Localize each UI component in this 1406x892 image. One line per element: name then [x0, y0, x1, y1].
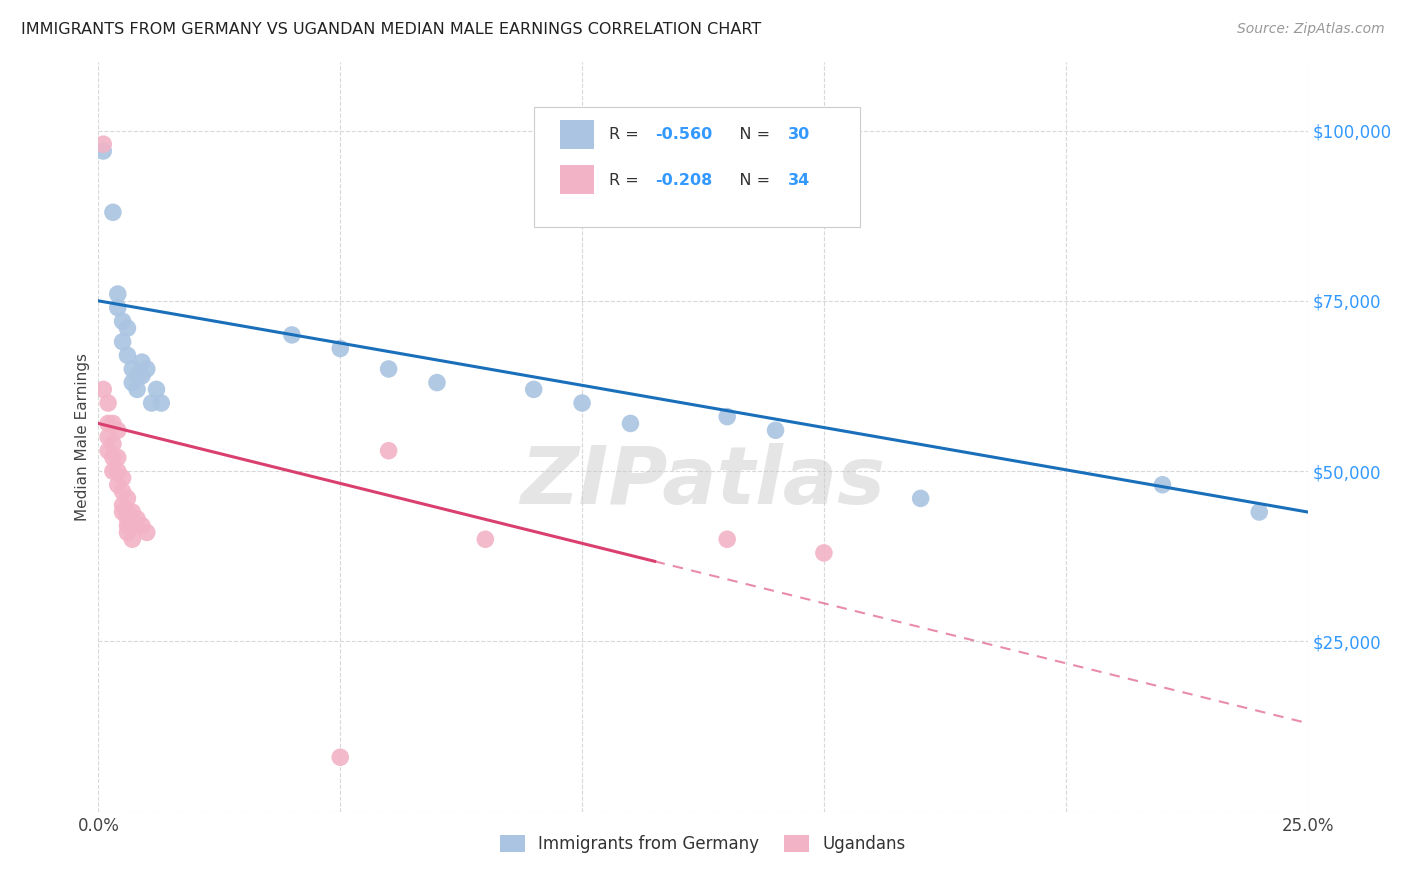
- Point: [107, 287, 129, 301]
- Point: [150, 396, 173, 410]
- Point: [426, 376, 449, 390]
- Text: 30: 30: [787, 127, 810, 142]
- Point: [117, 321, 139, 335]
- Point: [91, 383, 114, 397]
- Point: [765, 423, 787, 437]
- Point: [101, 437, 124, 451]
- Point: [107, 301, 129, 315]
- Point: [131, 368, 153, 383]
- Point: [127, 368, 149, 383]
- Point: [127, 512, 149, 526]
- Point: [121, 362, 143, 376]
- Point: [377, 443, 399, 458]
- Point: [107, 477, 129, 491]
- Point: [117, 518, 139, 533]
- Text: Source: ZipAtlas.com: Source: ZipAtlas.com: [1237, 22, 1385, 37]
- Point: [101, 464, 124, 478]
- Point: [91, 144, 114, 158]
- Point: [135, 525, 157, 540]
- Point: [716, 409, 738, 424]
- Point: [101, 417, 124, 431]
- Point: [117, 525, 139, 540]
- Point: [107, 464, 129, 478]
- Point: [329, 750, 352, 764]
- Text: N =: N =: [724, 127, 775, 142]
- FancyBboxPatch shape: [534, 107, 860, 227]
- Point: [1152, 477, 1174, 491]
- Point: [127, 383, 149, 397]
- Point: [107, 450, 129, 465]
- Point: [101, 450, 124, 465]
- Text: IMMIGRANTS FROM GERMANY VS UGANDAN MEDIAN MALE EARNINGS CORRELATION CHART: IMMIGRANTS FROM GERMANY VS UGANDAN MEDIA…: [21, 22, 761, 37]
- Point: [111, 334, 134, 349]
- Point: [91, 137, 114, 152]
- Y-axis label: Median Male Earnings: Median Male Earnings: [75, 353, 90, 521]
- Text: R =: R =: [609, 172, 644, 187]
- Point: [121, 533, 143, 547]
- Point: [117, 505, 139, 519]
- Point: [121, 518, 143, 533]
- Point: [107, 423, 129, 437]
- Point: [474, 533, 496, 547]
- Point: [111, 471, 134, 485]
- Text: -0.208: -0.208: [655, 172, 711, 187]
- Bar: [561, 120, 595, 149]
- Point: [117, 348, 139, 362]
- Text: 34: 34: [787, 172, 810, 187]
- Point: [101, 205, 124, 219]
- Point: [97, 443, 120, 458]
- Text: ZIPatlas: ZIPatlas: [520, 443, 886, 521]
- Point: [117, 491, 139, 506]
- Point: [716, 533, 738, 547]
- Point: [117, 512, 139, 526]
- Point: [619, 417, 641, 431]
- Point: [813, 546, 835, 560]
- Point: [523, 383, 546, 397]
- Bar: [561, 165, 595, 194]
- Point: [111, 498, 134, 512]
- Point: [111, 505, 134, 519]
- Point: [97, 396, 120, 410]
- Point: [121, 376, 143, 390]
- Point: [111, 484, 134, 499]
- Text: -0.560: -0.560: [655, 127, 711, 142]
- Point: [111, 314, 134, 328]
- Text: R =: R =: [609, 127, 644, 142]
- Point: [131, 518, 153, 533]
- Point: [1249, 505, 1271, 519]
- Point: [97, 417, 120, 431]
- Point: [571, 396, 593, 410]
- Point: [131, 355, 153, 369]
- Point: [145, 383, 167, 397]
- Point: [377, 362, 399, 376]
- Point: [910, 491, 932, 506]
- Point: [97, 430, 120, 444]
- Point: [135, 362, 157, 376]
- Point: [281, 327, 304, 342]
- Text: N =: N =: [724, 172, 775, 187]
- Point: [141, 396, 163, 410]
- Legend: Immigrants from Germany, Ugandans: Immigrants from Germany, Ugandans: [494, 828, 912, 860]
- Point: [329, 342, 352, 356]
- Point: [121, 505, 143, 519]
